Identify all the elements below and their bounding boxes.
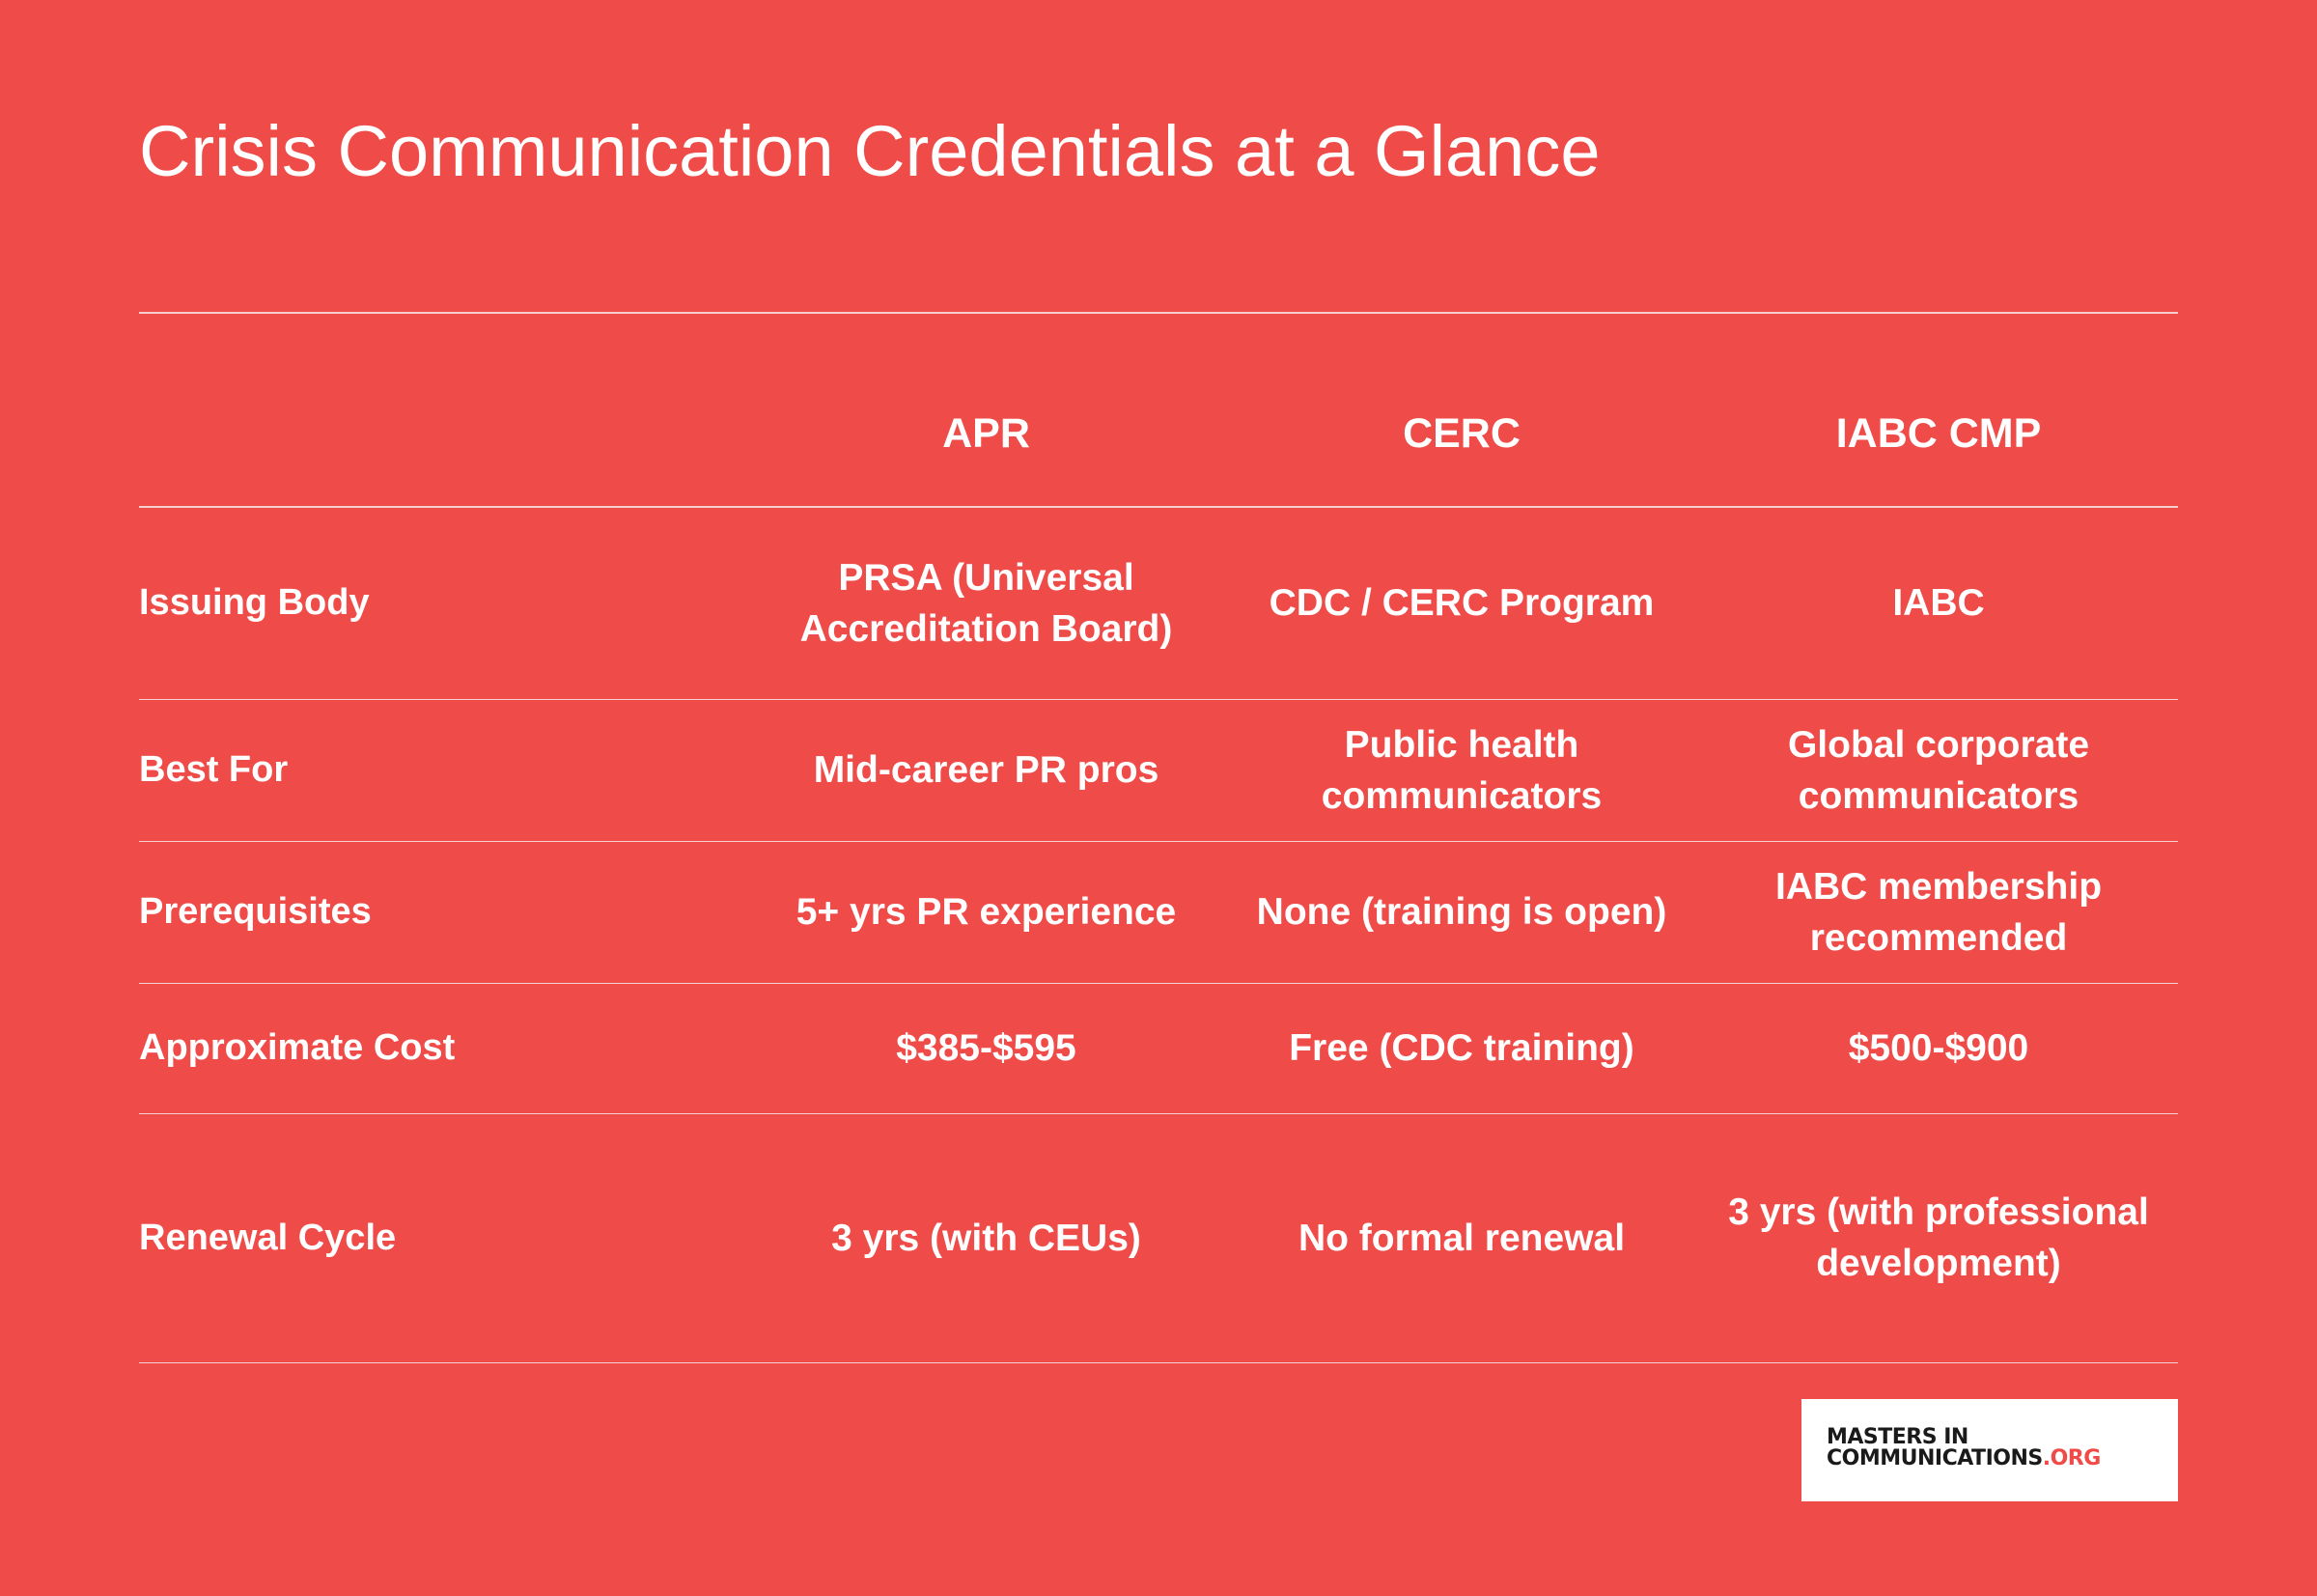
column-header: APR [748,314,1224,508]
divider [139,312,2178,314]
table-row: Issuing Body PRSA (Universal Accreditatio… [139,507,2178,700]
row-label: Approximate Cost [139,983,748,1114]
table-cell: $500-$900 [1699,983,2178,1114]
table-cell: Global corporate communicators [1699,699,2178,842]
table-cell: $385-$595 [748,983,1224,1114]
row-label: Best For [139,699,748,842]
table-row: Approximate Cost $385-$595 Free (CDC train… [139,983,2178,1114]
table-cell: Free (CDC training) [1224,983,1699,1114]
table-row: Renewal Cycle 3 yrs (with CEUs) No formal … [139,1113,2178,1363]
table-cell: CDC / CERC Program [1224,507,1699,700]
column-header: CERC [1224,314,1699,508]
table-row: Best For Mid-career PR pros Public health … [139,699,2178,842]
logo-text: MASTERS IN [1827,1425,1968,1449]
table-cell: No formal renewal [1224,1113,1699,1363]
table-cell: 5+ yrs PR experience [748,841,1224,984]
table-row: Prerequisites 5+ yrs PR experience None (t… [139,841,2178,984]
table-cell: 3 yrs (with professional development) [1699,1113,2178,1363]
header-row: APR CERC IABC CMP [139,314,2178,508]
table-cell: None (training is open) [1224,841,1699,984]
table-cell: Public health communicators [1224,699,1699,842]
row-label: Renewal Cycle [139,1113,748,1363]
logo-text: COMMUNICATIONS [1827,1446,2043,1470]
logo-text: COMMUNICATIONS.ORG [1827,1447,2101,1470]
table-cell: PRSA (Universal Accreditation Board) [748,507,1224,700]
header-cell [139,314,748,508]
table-cell: 3 yrs (with CEUs) [748,1113,1224,1363]
table-cell: IABC membership recommended [1699,841,2178,984]
page-title: Crisis Communication Credentials at a Gl… [139,111,1601,191]
column-header: IABC CMP [1699,314,2178,508]
row-label: Prerequisites [139,841,748,984]
row-label: Issuing Body [139,507,748,700]
table-cell: IABC [1699,507,2178,700]
logo-suffix: .ORG [2042,1446,2102,1470]
comparison-table: APR CERC IABC CMP Issuing Body PRSA (Univer… [139,314,2178,1363]
logo: MASTERS IN COMMUNICATIONS.ORG [1801,1399,2178,1501]
table-cell: Mid-career PR pros [748,699,1224,842]
